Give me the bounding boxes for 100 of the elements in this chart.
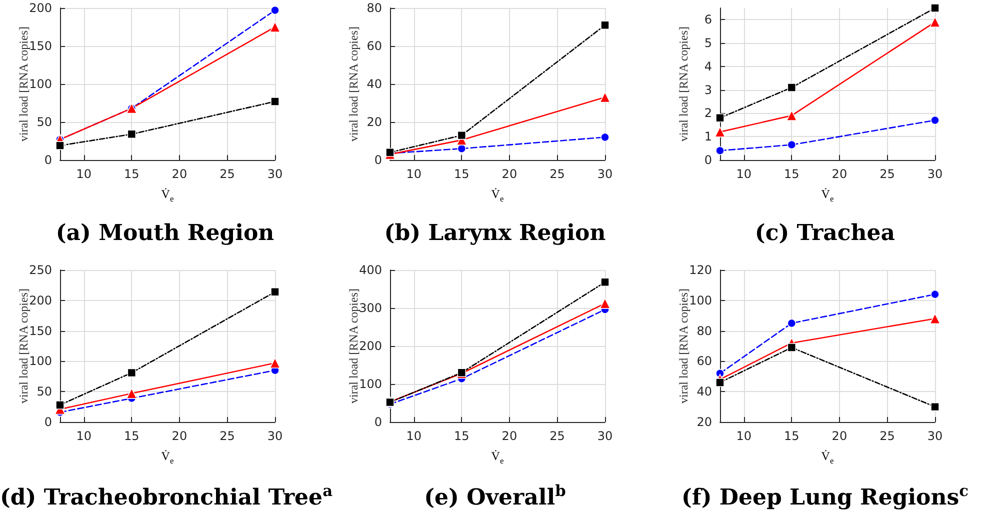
point (930, 4, 940, 12)
text: (d) Tracheobronchial Tree$^{a}$ (0, 482, 333, 510)
y-axis-title: viral load [RNA copies] (16, 26, 30, 142)
y-tick-label: 200 (29, 1, 52, 15)
point (716, 146, 724, 156)
y-tick-label: 200 (29, 293, 52, 308)
x-tick-label: 15 (124, 167, 140, 181)
text: (b) Larynx Region (383, 220, 607, 246)
point (787, 343, 796, 352)
point (127, 130, 136, 139)
y-tick-label: 100 (689, 293, 712, 308)
x-tick-label: 30 (267, 167, 283, 181)
text: (a) Mouth Region (54, 220, 276, 246)
y-tick-label: 2 (704, 106, 712, 120)
x-tick-label: 15 (454, 167, 470, 181)
x-axis-title: V̇$_{e}$ (160, 449, 175, 466)
x-tick-label: 20 (502, 429, 518, 443)
x-tick-label: 25 (220, 167, 235, 181)
x-tick-label: 20 (172, 429, 188, 443)
y-tick-label: 20 (696, 415, 712, 429)
y-tick-label: 150 (29, 324, 52, 338)
point (930, 402, 940, 412)
y-tick-label: 50 (36, 115, 52, 129)
y-tick-label: 250 (29, 263, 52, 277)
point (270, 97, 280, 106)
x-tick-label: 20 (172, 167, 188, 181)
x-axis-title: V̇$_{e}$ (490, 449, 505, 466)
y-tick-label: 4 (704, 59, 712, 74)
y-tick-label: 0 (44, 415, 52, 429)
point (600, 132, 610, 142)
x-tick-label: 10 (406, 167, 422, 181)
y-axis-title: viral load [RNA copies] (676, 288, 690, 404)
y-tick-label: 400 (359, 263, 382, 277)
point (716, 378, 724, 387)
point (127, 368, 136, 378)
point (457, 130, 466, 140)
y-tick-label: 300 (359, 301, 382, 315)
x-axis-title: V̇$_{e}$ (820, 449, 835, 466)
y-axis-title: viral load [RNA copies] (346, 288, 360, 404)
x-axis-title: V̇$_{e}$ (820, 187, 835, 204)
x-axis-title: V̇$_{e}$ (160, 187, 175, 204)
text: (f) Deep Lung Regions$^{c}$ (680, 482, 970, 510)
point (270, 358, 280, 368)
point (787, 83, 796, 92)
x-tick-label: 25 (550, 429, 565, 443)
point (126, 388, 138, 399)
point (270, 22, 280, 32)
x-tick-label: 10 (76, 429, 92, 443)
point (786, 110, 798, 121)
point (270, 287, 280, 296)
y-tick-label: 100 (29, 77, 52, 91)
y-tick-label: 80 (366, 1, 382, 15)
x-tick-label: 25 (880, 167, 895, 181)
point (716, 114, 724, 122)
y-tick-label: 40 (696, 384, 712, 399)
y-axis-title: viral load [RNA copies] (346, 26, 362, 142)
point (787, 318, 796, 328)
x-tick-label: 20 (832, 167, 848, 181)
x-tick-label: 15 (454, 429, 470, 443)
point (930, 290, 940, 299)
y-tick-label: 3 (704, 82, 712, 97)
y-tick-label: 0 (374, 415, 382, 429)
y-tick-label: 150 (29, 39, 52, 53)
x-tick-label: 20 (502, 167, 518, 181)
x-tick-label: 10 (406, 429, 422, 443)
y-tick-label: 80 (696, 324, 712, 338)
y-tick-label: 120 (689, 263, 712, 277)
y-tick-label: 60 (696, 354, 712, 368)
x-tick-label: 25 (880, 429, 895, 443)
y-tick-label: 50 (36, 384, 52, 399)
y-tick-label: 100 (359, 377, 382, 391)
y-tick-label: 5 (704, 36, 712, 50)
x-tick-label: 10 (736, 429, 752, 443)
x-tick-label: 30 (597, 429, 613, 443)
x-tick-label: 15 (784, 167, 800, 181)
y-tick-label: 60 (366, 39, 382, 53)
y-tick-label: 0 (44, 153, 52, 167)
x-tick-label: 10 (76, 167, 92, 181)
point (600, 278, 610, 287)
x-tick-label: 30 (927, 167, 943, 181)
point (930, 16, 940, 28)
y-tick-label: 0 (704, 153, 712, 167)
y-axis-title: viral load [RNA copies] (16, 288, 30, 404)
x-tick-label: 30 (927, 429, 943, 443)
x-tick-label: 30 (597, 167, 613, 181)
point (930, 313, 940, 324)
point (600, 298, 610, 309)
text: (e) Overall$^{b}$ (424, 482, 566, 510)
x-tick-label: 10 (736, 167, 752, 181)
point (56, 141, 64, 150)
y-tick-label: 6 (704, 12, 712, 27)
point (600, 92, 610, 103)
y-axis-title: viral load [RNA copies] (676, 26, 692, 142)
point (270, 6, 280, 15)
text: (c) Trachea (754, 220, 896, 246)
x-tick-label: 30 (267, 429, 283, 443)
point (56, 400, 64, 410)
x-tick-label: 15 (784, 429, 800, 443)
point (930, 116, 940, 125)
x-tick-label: 25 (550, 167, 565, 181)
